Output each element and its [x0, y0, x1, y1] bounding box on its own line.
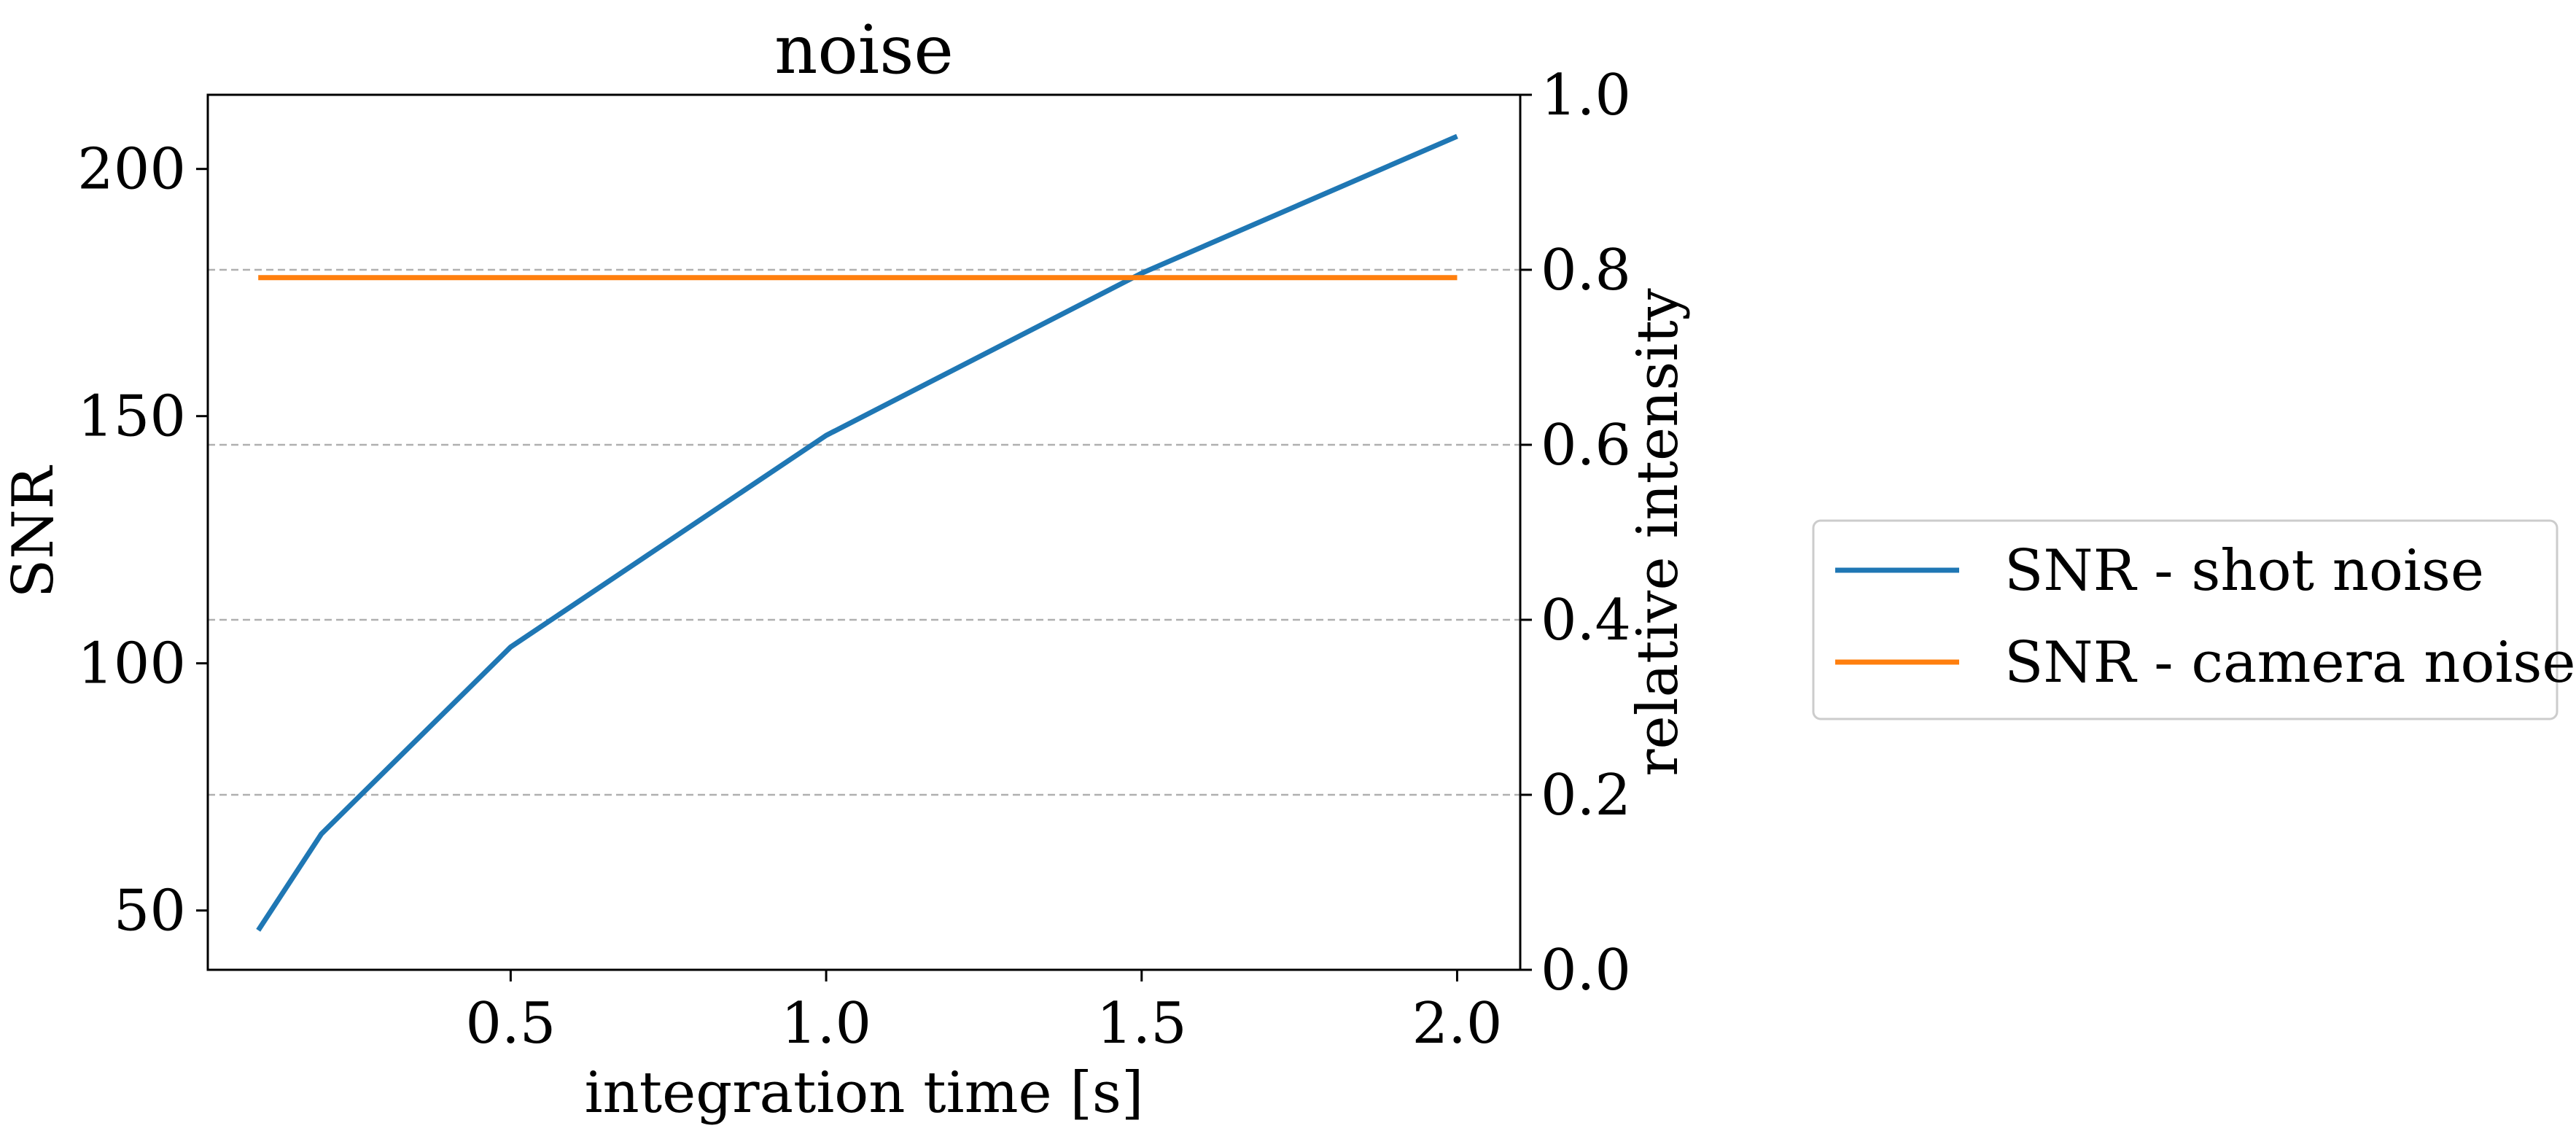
- plot-frame: [206, 93, 1522, 971]
- y-tick-label: 100: [77, 631, 186, 697]
- y-right-tick-label: 1.0: [1541, 63, 1631, 128]
- y-right-tick-label: 0.6: [1541, 413, 1631, 478]
- chart-title: noise: [774, 11, 954, 89]
- x-axis-ticks: 0.5 1.0 1.5 2.0: [465, 970, 1502, 1057]
- y-axis-ticks: 50 100 150 200: [77, 137, 208, 944]
- legend: SNR - shot noise SNR - camera noise: [1812, 519, 2576, 720]
- legend-box: [1812, 519, 2559, 720]
- grid: [208, 268, 1520, 796]
- y-tick-label: 150: [77, 384, 186, 450]
- y-tick-label: 200: [77, 137, 186, 203]
- y-tick-label: 50: [114, 879, 186, 944]
- x-axis-label: integration time [s]: [585, 1060, 1144, 1126]
- y-right-axis-ticks: 0.0 0.2 0.4 0.6 0.8 1.0: [1520, 63, 1631, 1003]
- series-line-0: [256, 133, 1458, 932]
- y-right-tick-label: 0.4: [1541, 588, 1631, 653]
- series-lines: [256, 133, 1458, 932]
- y-right-tick-label: 0.0: [1541, 938, 1631, 1003]
- y-right-tick-label: 0.2: [1541, 763, 1631, 828]
- x-tick-label: 2.0: [1412, 991, 1502, 1057]
- x-tick-label: 0.5: [465, 991, 556, 1057]
- x-tick-label: 1.5: [1097, 991, 1187, 1057]
- legend-label-0: SNR - shot noise: [2004, 538, 2484, 604]
- y-right-tick-label: 0.8: [1541, 238, 1631, 303]
- y-right-axis-label: relative intensity: [1625, 288, 1691, 777]
- y-axis-label: SNR: [1, 465, 66, 599]
- legend-label-1: SNR - camera noise: [2004, 630, 2576, 696]
- x-tick-label: 1.0: [781, 991, 871, 1057]
